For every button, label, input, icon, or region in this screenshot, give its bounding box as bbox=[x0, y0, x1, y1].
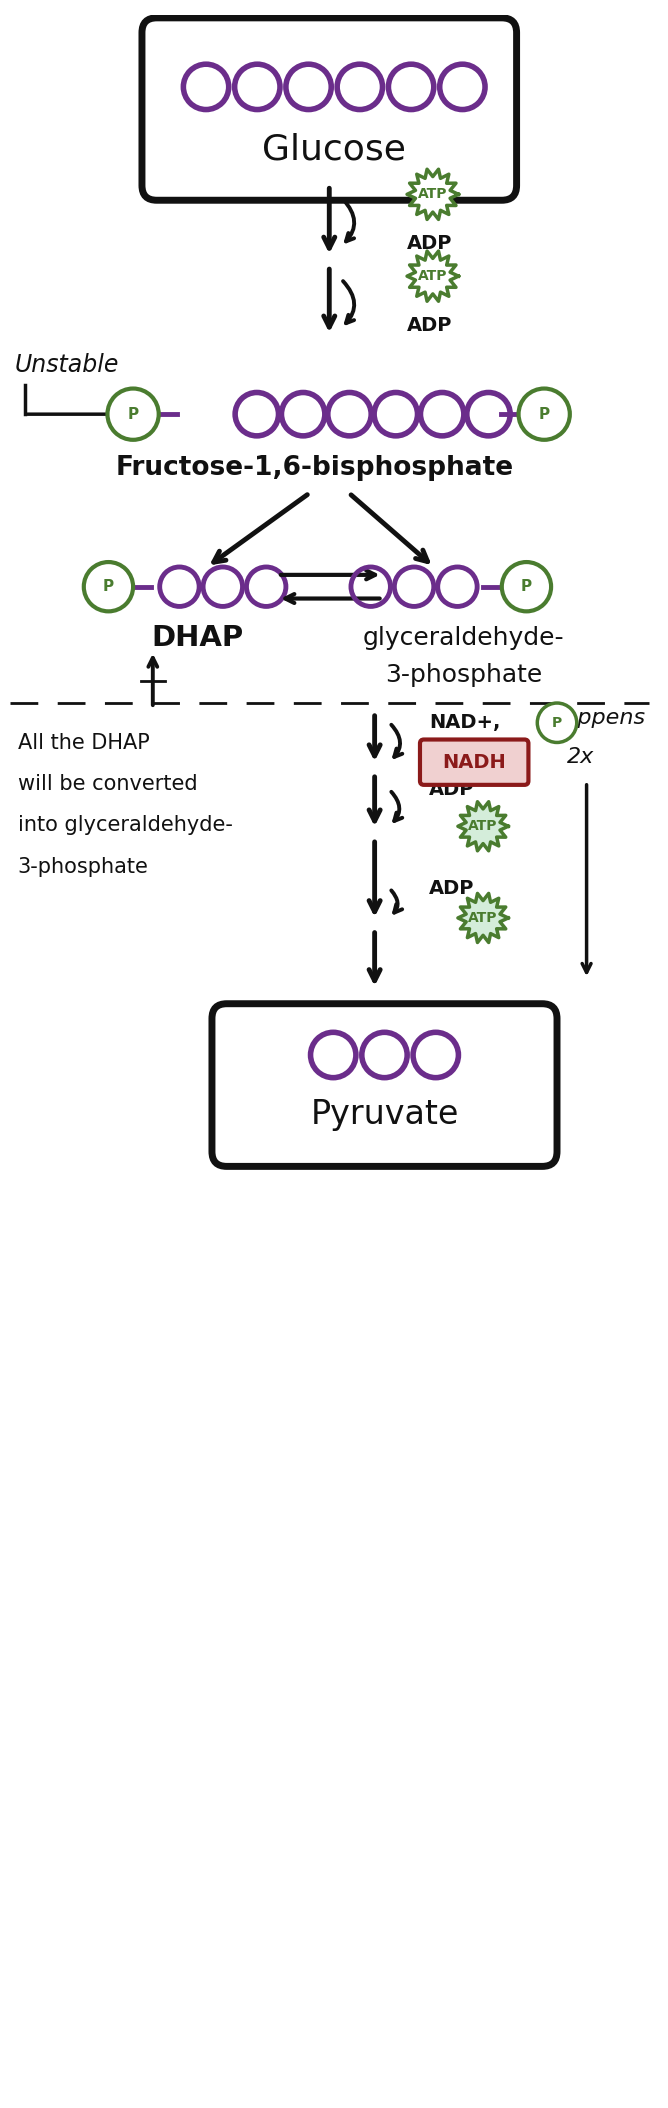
Text: Glucose: Glucose bbox=[263, 133, 406, 167]
Circle shape bbox=[108, 388, 159, 441]
FancyBboxPatch shape bbox=[142, 17, 516, 200]
Text: Unstable: Unstable bbox=[15, 352, 119, 377]
Text: will be converted: will be converted bbox=[18, 774, 197, 795]
Text: 3-phosphate: 3-phosphate bbox=[385, 664, 542, 687]
Text: ADP: ADP bbox=[429, 780, 474, 799]
Polygon shape bbox=[407, 169, 458, 219]
Text: 2x: 2x bbox=[567, 746, 594, 767]
Circle shape bbox=[502, 563, 551, 611]
Circle shape bbox=[84, 563, 133, 611]
Text: ATP: ATP bbox=[468, 820, 498, 833]
Text: NADH: NADH bbox=[442, 753, 506, 772]
Text: glyceraldehyde-: glyceraldehyde- bbox=[363, 626, 564, 649]
Text: Happens: Happens bbox=[547, 708, 645, 727]
Text: DHAP: DHAP bbox=[151, 624, 243, 651]
Text: ATP: ATP bbox=[418, 270, 448, 282]
Circle shape bbox=[537, 704, 576, 742]
Text: P: P bbox=[128, 407, 139, 422]
Text: 3-phosphate: 3-phosphate bbox=[18, 856, 148, 877]
Text: into glyceraldehyde-: into glyceraldehyde- bbox=[18, 816, 232, 835]
Text: All the DHAP: All the DHAP bbox=[18, 734, 150, 753]
Text: P: P bbox=[521, 580, 532, 594]
Text: ADP: ADP bbox=[429, 879, 474, 898]
Text: Fructose-1,6-bisphosphate: Fructose-1,6-bisphosphate bbox=[116, 455, 514, 481]
Text: ADP: ADP bbox=[407, 316, 452, 335]
FancyBboxPatch shape bbox=[420, 740, 528, 784]
Text: P: P bbox=[552, 717, 562, 729]
Polygon shape bbox=[458, 801, 508, 852]
Text: ATP: ATP bbox=[418, 188, 448, 202]
Polygon shape bbox=[458, 894, 508, 942]
Text: NAD+,: NAD+, bbox=[429, 713, 500, 731]
Circle shape bbox=[518, 388, 570, 441]
Polygon shape bbox=[407, 251, 458, 301]
Text: Pyruvate: Pyruvate bbox=[311, 1098, 459, 1130]
Text: P: P bbox=[538, 407, 550, 422]
Text: ADP: ADP bbox=[407, 234, 452, 253]
Text: ATP: ATP bbox=[468, 911, 498, 925]
Text: P: P bbox=[103, 580, 114, 594]
FancyBboxPatch shape bbox=[212, 1003, 557, 1166]
